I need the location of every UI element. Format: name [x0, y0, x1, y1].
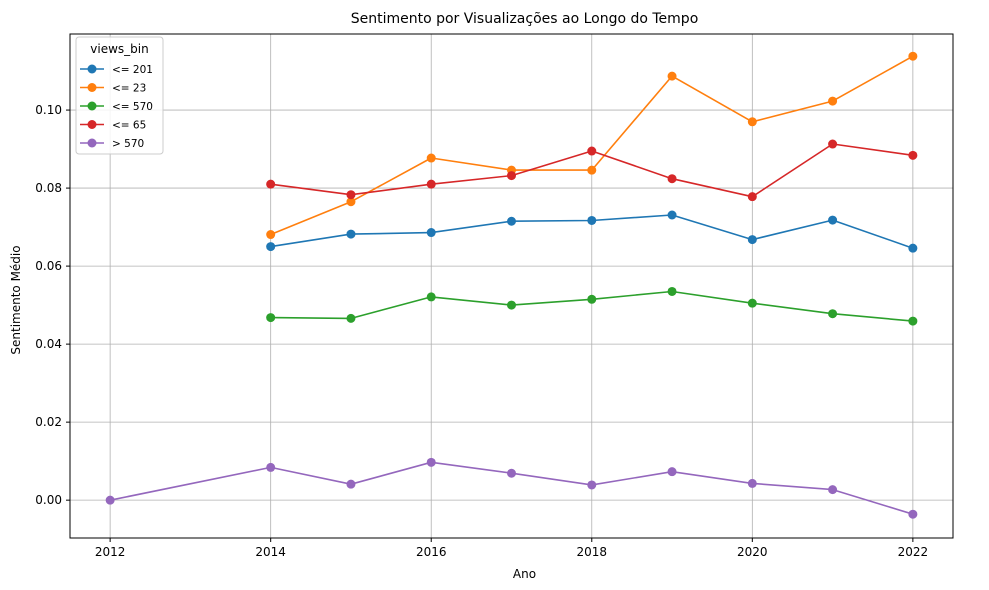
legend-item: <= 570: [80, 101, 153, 113]
data-point: [587, 215, 597, 225]
data-point: [587, 146, 597, 156]
data-point: [426, 457, 436, 467]
data-point: [747, 117, 757, 127]
data-point: [426, 292, 436, 302]
data-point: [828, 139, 838, 149]
legend: views_bin <= 201 <= 23 <= 570 <= 65 > 570: [75, 36, 164, 155]
x-tick-label: 2012: [95, 545, 126, 559]
chart-title: Sentimento por Visualizações ao Longo do…: [351, 11, 699, 27]
data-point: [587, 480, 597, 490]
series-1: [266, 210, 918, 253]
data-point: [346, 479, 356, 489]
data-point: [426, 179, 436, 189]
data-point: [667, 71, 677, 81]
legend-item: > 570: [80, 138, 144, 150]
legend-label: <= 570: [112, 101, 153, 113]
legend-item: <= 65: [80, 120, 146, 132]
data-point: [507, 216, 516, 226]
legend-marker: [87, 138, 97, 148]
data-point: [266, 462, 276, 472]
data-point: [346, 229, 356, 239]
axis-ticks: 2012 2014 2016 2018 2020 2022 0.00 0.02 0.04 0.06…: [35, 103, 928, 559]
data-point: [908, 150, 918, 160]
y-tick-label: 0.06: [35, 259, 62, 273]
data-point: [346, 197, 356, 207]
data-point: [266, 230, 276, 240]
data-point: [908, 316, 918, 326]
data-point: [828, 96, 838, 106]
legend-label: <= 201: [112, 64, 153, 76]
data-point: [426, 228, 436, 238]
legend-label: > 570: [112, 138, 144, 150]
data-point: [587, 165, 597, 175]
data-point: [828, 485, 838, 495]
series-line: [109, 461, 914, 515]
data-point: [105, 495, 115, 505]
data-point: [587, 294, 597, 304]
data-point: [507, 468, 516, 478]
legend-item: <= 23: [80, 83, 146, 95]
data-point: [747, 235, 757, 245]
x-tick-label: 2022: [898, 545, 929, 559]
legend-title: views_bin: [90, 42, 148, 56]
data-point: [908, 51, 918, 61]
plot-frame: [69, 33, 954, 539]
data-point: [747, 192, 757, 202]
data-point: [828, 215, 838, 225]
legend-marker: [87, 83, 97, 92]
y-axis-label: Sentimento Médio: [9, 245, 23, 354]
data-point: [266, 313, 276, 323]
x-tick-label: 2020: [737, 545, 768, 559]
y-tick-label: 0.04: [35, 337, 62, 351]
data-point: [828, 309, 838, 319]
x-tick-label: 2016: [416, 545, 447, 559]
data-point: [667, 174, 677, 184]
y-tick-label: 0.08: [35, 181, 62, 195]
data-point: [426, 153, 436, 163]
legend-label: <= 65: [112, 120, 146, 132]
grid: [70, 34, 953, 538]
data-point: [908, 509, 918, 519]
x-tick-label: 2018: [576, 545, 607, 559]
legend-marker: [87, 120, 97, 129]
data-point: [667, 286, 677, 296]
data-point: [346, 313, 356, 323]
y-tick-label: 0.02: [35, 415, 62, 429]
data-point: [747, 298, 757, 308]
legend-marker: [87, 101, 97, 111]
series-4: [266, 139, 918, 202]
x-tick-label: 2014: [255, 545, 286, 559]
data-point: [507, 300, 516, 310]
x-axis-label: Ano: [513, 567, 536, 581]
y-tick-label: 0.00: [35, 493, 62, 507]
series-3: [266, 286, 918, 326]
series-5: [105, 457, 918, 519]
data-point: [266, 179, 276, 189]
legend-marker: [87, 64, 97, 74]
data-point: [667, 210, 677, 220]
legend-item: <= 201: [80, 64, 153, 76]
data-point: [667, 467, 677, 477]
data-point: [908, 243, 918, 253]
data-point: [266, 242, 276, 252]
series-group: [105, 51, 918, 519]
data-point: [346, 190, 356, 200]
data-point: [747, 478, 757, 488]
data-point: [507, 171, 516, 181]
series-2: [266, 51, 918, 240]
legend-label: <= 23: [112, 83, 146, 95]
y-tick-label: 0.10: [35, 103, 62, 117]
